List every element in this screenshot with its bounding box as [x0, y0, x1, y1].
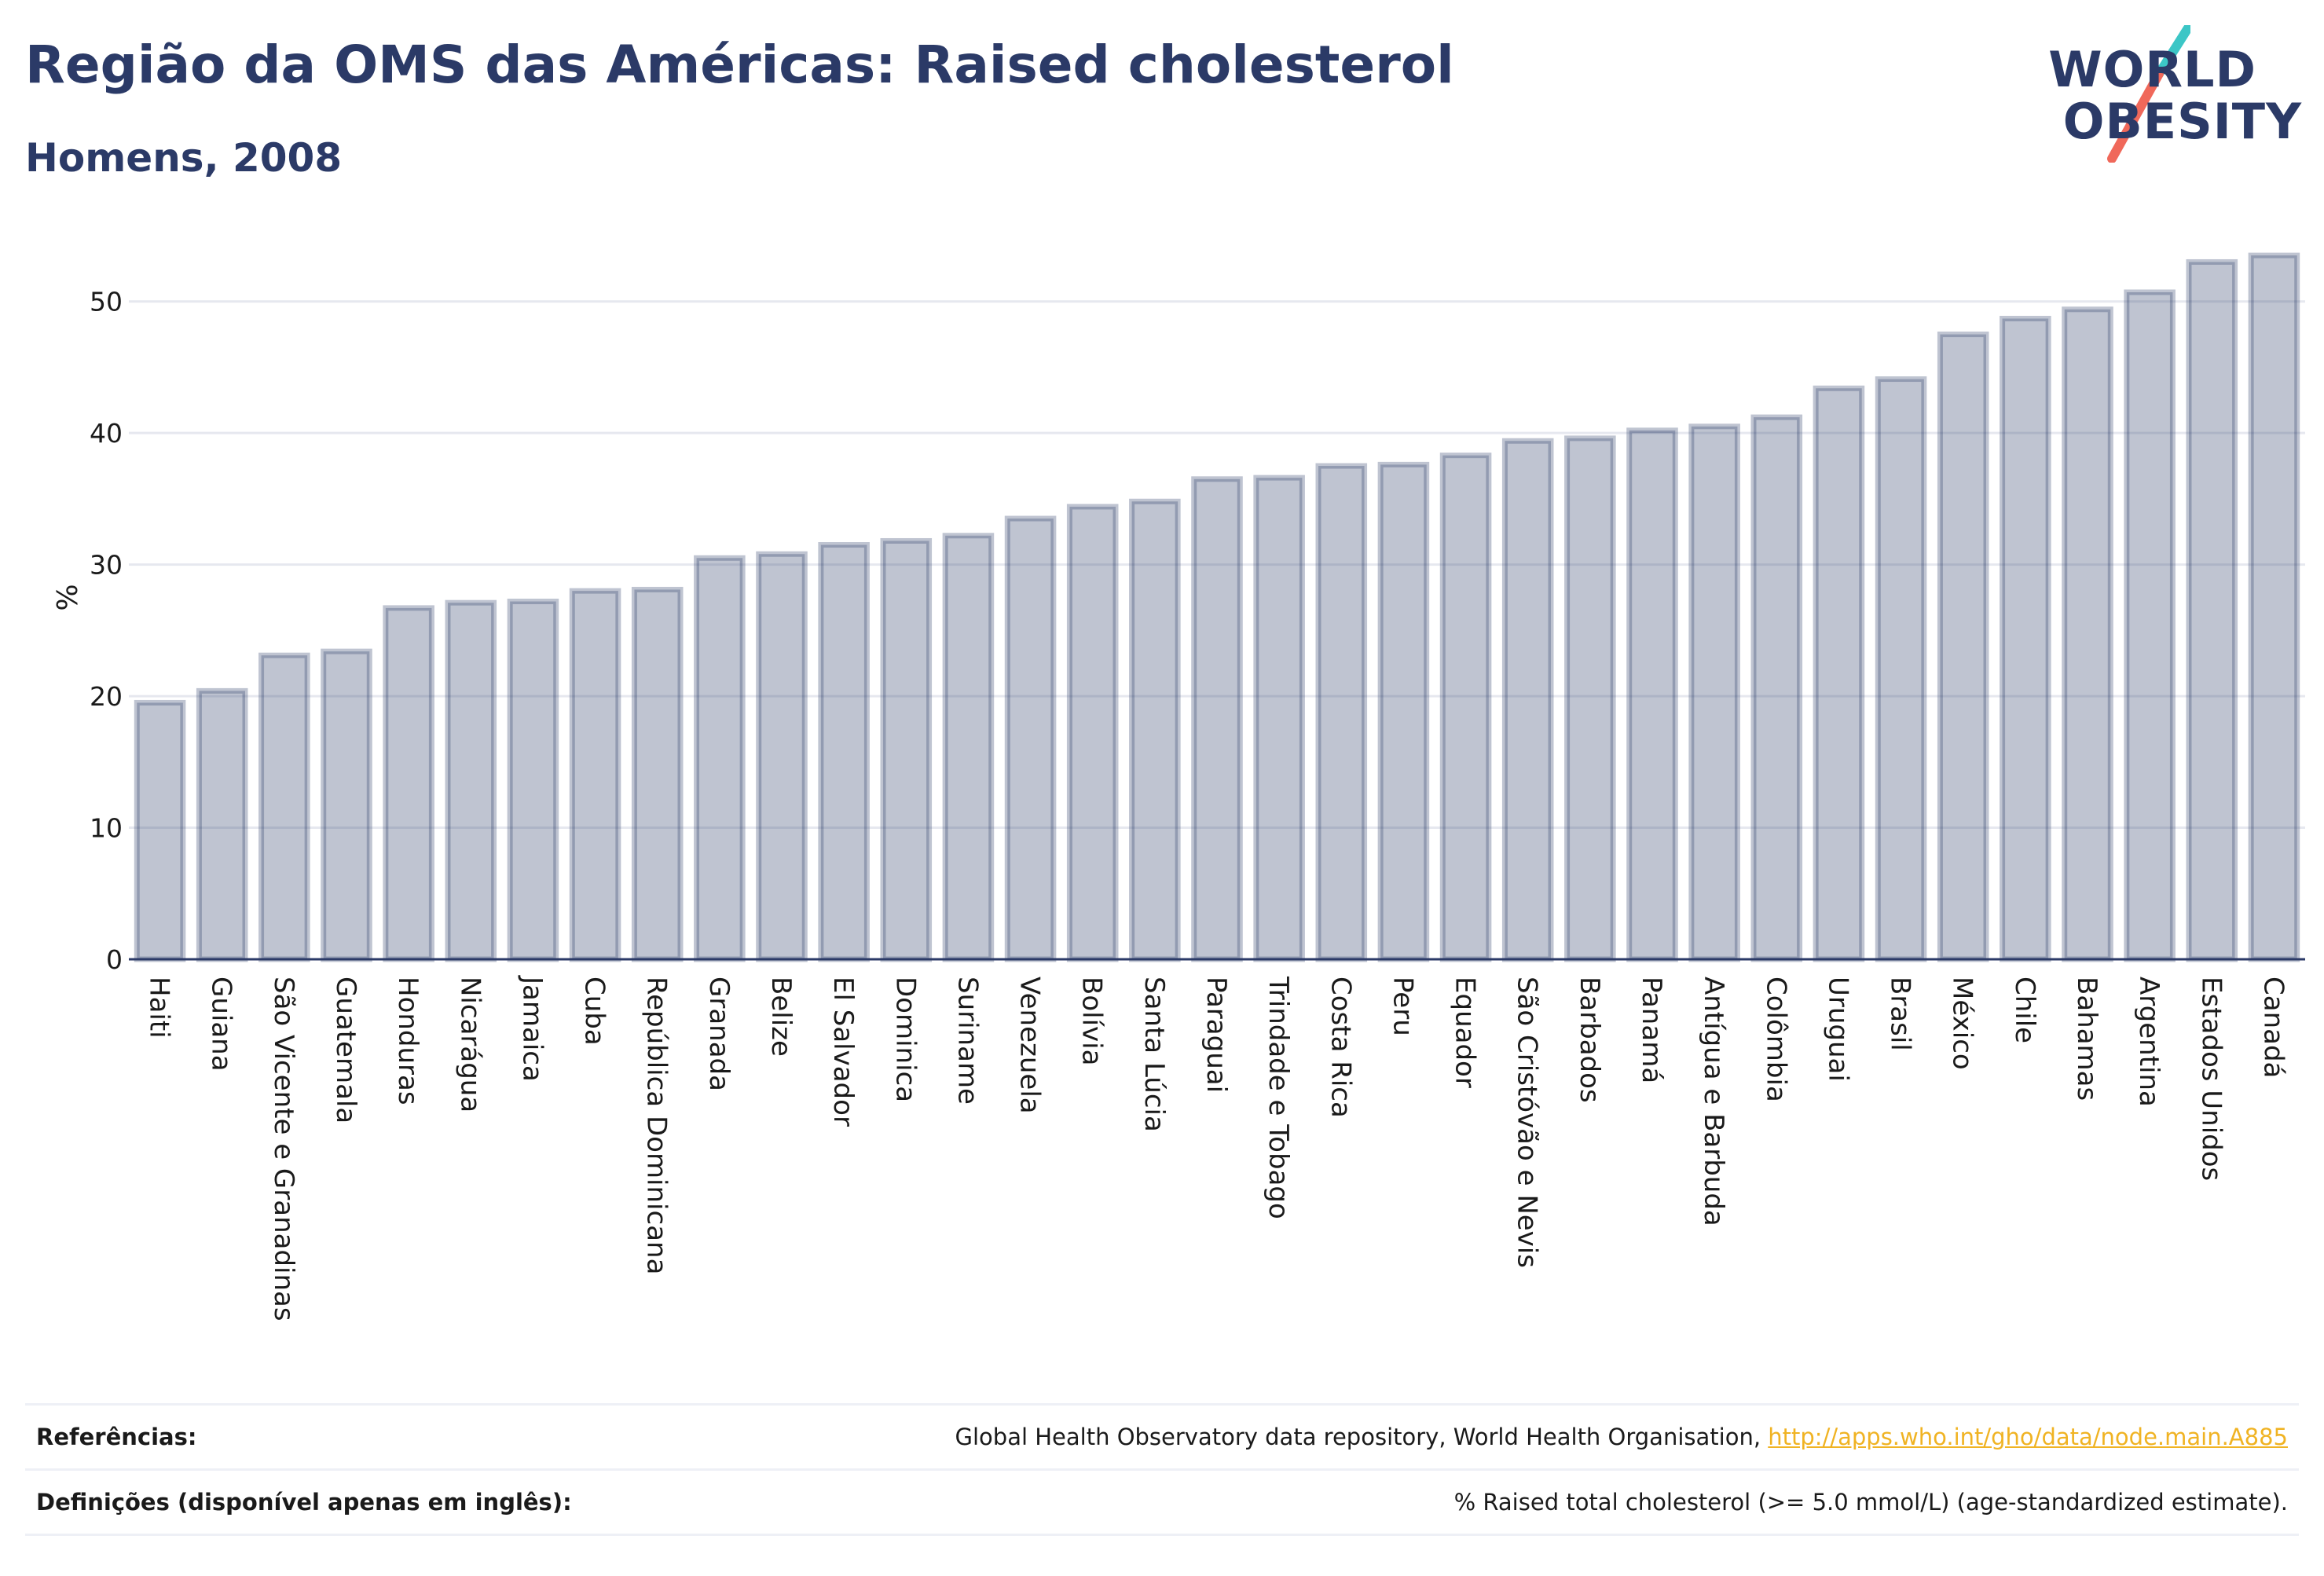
x-tick-label: República Dominicana [641, 977, 673, 1274]
chart-footer: Referências: Global Health Observatory d… [25, 1403, 2299, 1536]
bar [2124, 289, 2176, 962]
x-tick-label: Colômbia [1760, 977, 1791, 1102]
bar [258, 652, 310, 962]
bar [2000, 315, 2051, 962]
x-tick-label: Bolívia [1076, 977, 1108, 1065]
bar [1937, 332, 1989, 962]
bar [818, 542, 870, 962]
x-tick-label: Suriname [951, 977, 983, 1105]
x-tick-label: Equador [1450, 977, 1481, 1088]
bar [1813, 385, 1865, 962]
references-row: Referências: Global Health Observatory d… [25, 1403, 2299, 1468]
y-tick-label: 0 [106, 944, 123, 975]
x-tick-label: Paraguai [1200, 977, 1232, 1093]
x-tick-label: Antígua e Barbuda [1698, 977, 1729, 1226]
bar [2248, 252, 2300, 962]
bar [756, 551, 808, 962]
bar [1004, 515, 1057, 962]
bar [2186, 258, 2238, 962]
bar [1688, 423, 1740, 962]
world-obesity-logo: WORLD OBESITY [2048, 25, 2302, 167]
x-tick-label: Uruguai [1822, 977, 1853, 1082]
bar [1066, 504, 1119, 962]
bar [1626, 427, 1678, 962]
x-tick-label: México [1947, 977, 1978, 1070]
definitions-row: Definições (disponível apenas em inglês)… [25, 1468, 2299, 1536]
x-tick-label: Guatemala [330, 977, 361, 1123]
x-tick-label: Canadá [2257, 977, 2289, 1078]
y-tick-label: 30 [90, 550, 123, 581]
x-tick-label: Brasil [1885, 977, 1916, 1051]
references-text: Global Health Observatory data repositor… [955, 1424, 1769, 1450]
x-tick-label: Dominica [889, 977, 921, 1102]
bar [1564, 435, 1616, 962]
x-tick-label: Barbados [1574, 977, 1605, 1103]
y-tick-label: 20 [90, 681, 123, 712]
bar [2062, 306, 2113, 962]
x-tick-label: Venezuela [1014, 977, 1046, 1114]
x-tick-label: Estados Unidos [2195, 977, 2227, 1181]
bar [1875, 376, 1927, 962]
x-tick-label: Haiti [144, 977, 175, 1039]
y-tick-label: 50 [90, 287, 123, 317]
x-tick-label: Granada [703, 977, 735, 1091]
x-tick-label: Trindade e Tobago [1263, 976, 1294, 1219]
x-tick-label: Argentina [2133, 977, 2165, 1107]
bar [1129, 498, 1181, 962]
references-label: Referências: [36, 1424, 197, 1450]
bar [445, 599, 497, 962]
bar [631, 586, 684, 962]
chart-subtitle: Homens, 2008 [25, 135, 343, 181]
references-link[interactable]: http://apps.who.int/gho/data/node.main.A… [1768, 1424, 2288, 1450]
bar [942, 533, 995, 962]
x-tick-label: Guiana [206, 977, 237, 1072]
bar [1315, 463, 1368, 962]
bar-chart: 0 10 20 30 40 50% Haiti Guiana São Vicente e Gra… [49, 252, 2305, 1321]
x-tick-label: Belize [765, 977, 797, 1057]
x-tick-label: São Cristóvão e Nevis [1512, 977, 1543, 1268]
x-tick-label: Panamá [1636, 977, 1667, 1083]
chart-title: Região da OMS das Américas: Raised chole… [25, 35, 1454, 95]
x-tick-label: Cuba [579, 977, 610, 1046]
bar [1750, 414, 1803, 962]
x-tick-label: São Vicente e Granadinas [268, 977, 299, 1321]
bar [383, 605, 434, 962]
x-tick-label: Honduras [392, 977, 423, 1105]
bar [196, 687, 248, 962]
y-axis-title: % [49, 584, 82, 610]
x-tick-label: Nicarágua [454, 977, 486, 1112]
definitions-label: Definições (disponível apenas em inglês)… [36, 1489, 572, 1516]
x-tick-label: El Salvador [827, 977, 859, 1127]
y-tick-label: 40 [90, 418, 123, 449]
bar [1501, 438, 1554, 962]
x-tick-label: Santa Lúcia [1138, 977, 1170, 1132]
logo-slash-icon [2107, 25, 2190, 163]
logo-word-world: WORLD [2048, 41, 2256, 98]
bar [880, 537, 933, 962]
x-tick-label: Chile [2009, 977, 2040, 1043]
references-value: Global Health Observatory data repositor… [955, 1424, 2299, 1450]
logo-word-obesity: OBESITY [2062, 93, 2302, 150]
bar [134, 699, 186, 962]
bar [1253, 475, 1305, 962]
bar [507, 599, 559, 962]
bar [1191, 476, 1243, 962]
y-tick-label: 10 [90, 813, 123, 844]
bar [321, 648, 372, 962]
x-tick-label: Jamaica [516, 975, 548, 1082]
x-tick-label: Costa Rica [1325, 977, 1356, 1118]
bar [569, 588, 621, 962]
bar [1377, 461, 1430, 962]
definitions-value: % Raised total cholesterol (>= 5.0 mmol/… [1453, 1489, 2288, 1516]
bar [1439, 453, 1492, 962]
bar [694, 555, 746, 962]
x-tick-label: Peru [1387, 977, 1418, 1036]
x-tick-label: Bahamas [2071, 977, 2102, 1101]
